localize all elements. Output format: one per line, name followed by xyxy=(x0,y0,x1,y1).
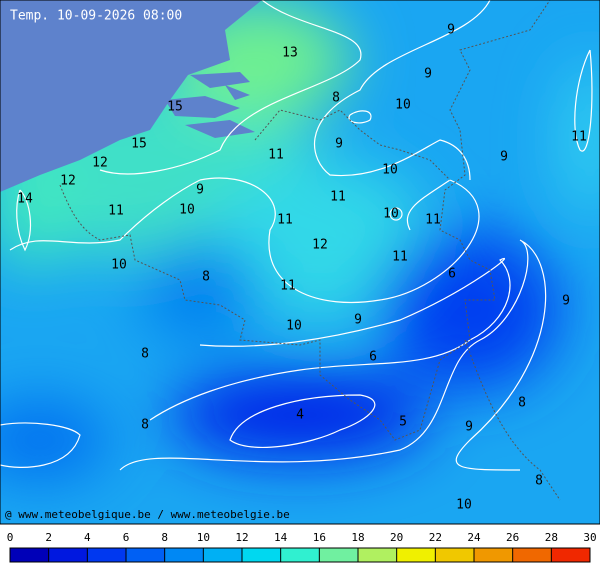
contour-label: 13 xyxy=(282,46,298,61)
contour-label: 11 xyxy=(425,213,441,228)
contour-label: 9 xyxy=(447,23,455,38)
contour-label: 10 xyxy=(286,319,302,334)
scale-label: 30 xyxy=(583,531,596,544)
contour-label: 11 xyxy=(108,204,124,219)
contour-label: 14 xyxy=(17,192,33,207)
scale-label: 18 xyxy=(351,531,364,544)
scale-swatch xyxy=(396,548,436,562)
contour-label: 8 xyxy=(202,270,210,285)
credit: @ www.meteobelgique.be / www.meteobelgie… xyxy=(5,508,290,521)
contour-label: 8 xyxy=(141,418,149,433)
scale-swatch xyxy=(48,548,88,562)
contour-label: 9 xyxy=(562,294,570,309)
color-scale: 0 2 4 6 8 10 12 14 16 18 20 22 24 26 28 30 xyxy=(7,531,597,563)
borders xyxy=(59,0,561,501)
contour-label: 6 xyxy=(369,350,377,365)
contour-label: 10 xyxy=(383,207,399,222)
contour-label: 10 xyxy=(382,163,398,178)
scale-label: 24 xyxy=(467,531,481,544)
contour-label: 9 xyxy=(335,137,343,152)
contour-label: 15 xyxy=(131,137,147,152)
map-title: Temp. 10-09-2026 08:00 xyxy=(10,9,182,24)
contour-label: 9 xyxy=(500,150,508,165)
scale-label: 4 xyxy=(84,531,91,544)
contour-label: 9 xyxy=(196,183,204,198)
scale-swatch xyxy=(435,548,474,562)
contour-label: 10 xyxy=(179,203,195,218)
scale-label: 2 xyxy=(45,531,52,544)
contour-label: 12 xyxy=(312,238,328,253)
scale-label: 22 xyxy=(429,531,442,544)
contour-label: 11 xyxy=(268,148,284,163)
contour-label: 9 xyxy=(424,67,432,82)
scale-label: 12 xyxy=(235,531,248,544)
contour-label: 8 xyxy=(518,396,526,411)
scale-swatch xyxy=(87,548,126,562)
scale-label: 10 xyxy=(197,531,210,544)
contour-label: 6 xyxy=(448,267,456,282)
scale-label: 26 xyxy=(506,531,519,544)
contour-label: 5 xyxy=(399,415,407,430)
contour-label: 11 xyxy=(277,213,293,228)
scale-swatch xyxy=(164,548,204,562)
sea xyxy=(0,0,262,192)
scale-swatch xyxy=(203,548,242,562)
scale-swatch xyxy=(474,548,513,562)
contour-labels: 13 9 9 8 10 15 11 15 9 11 9 12 10 12 9 11 14 11 10 10 11 11 12… xyxy=(17,23,587,513)
contour-label: 10 xyxy=(111,258,127,273)
contour-label: 11 xyxy=(571,130,587,145)
contour-label: 12 xyxy=(92,156,108,171)
contour-label: 15 xyxy=(167,100,183,115)
contour-label: 11 xyxy=(392,250,408,265)
scale-swatch xyxy=(126,548,165,562)
isotherms xyxy=(0,0,593,471)
scale-swatch xyxy=(242,548,281,562)
map xyxy=(0,0,600,524)
contour-label: 9 xyxy=(465,420,473,435)
scale-label: 6 xyxy=(123,531,130,544)
contour-label: 4 xyxy=(296,408,304,423)
scale-label: 28 xyxy=(545,531,558,544)
contour-label: 10 xyxy=(395,98,411,113)
contour-label: 9 xyxy=(354,313,362,328)
contour-label: 11 xyxy=(330,190,346,205)
contour-label: 12 xyxy=(60,174,76,189)
contour-label: 11 xyxy=(280,279,296,294)
scale-swatch xyxy=(10,548,49,562)
contour-label: 8 xyxy=(535,474,543,489)
scale-swatch xyxy=(358,548,397,562)
scale-swatch xyxy=(319,548,358,562)
contour-label: 8 xyxy=(141,347,149,362)
contour-label: 10 xyxy=(456,498,472,513)
scale-label: 20 xyxy=(390,531,403,544)
scale-label: 14 xyxy=(274,531,288,544)
scale-label: 8 xyxy=(161,531,168,544)
contour-label: 8 xyxy=(332,91,340,106)
scale-swatch xyxy=(512,548,552,562)
scale-swatch xyxy=(280,548,320,562)
scale-label: 16 xyxy=(313,531,326,544)
scale-swatch xyxy=(551,548,590,562)
scale-label: 0 xyxy=(7,531,14,544)
